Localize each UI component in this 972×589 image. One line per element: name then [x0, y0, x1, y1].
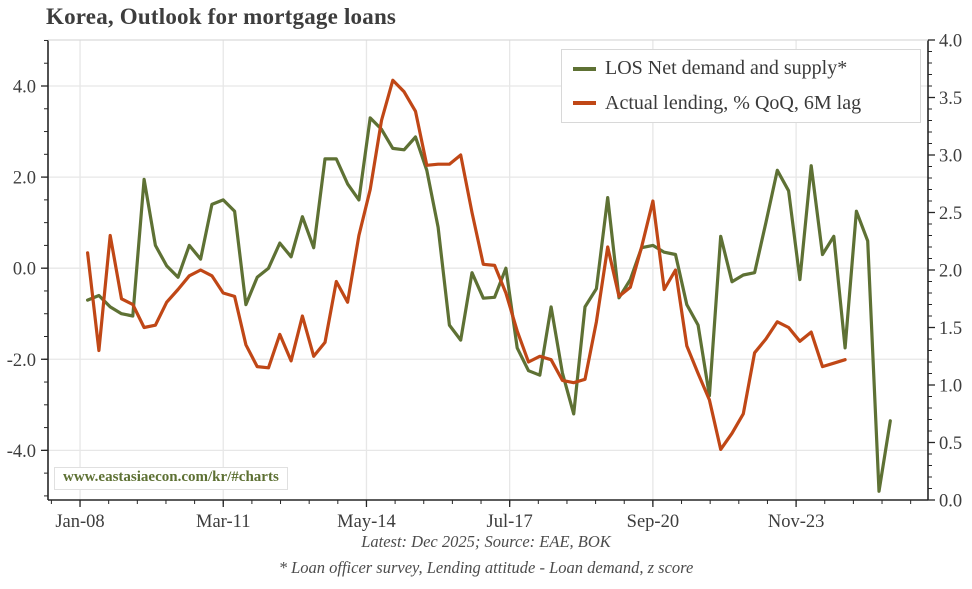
left-axis-tick-label: 4.0 — [13, 78, 36, 98]
right-axis-tick-label: 0.0 — [939, 492, 962, 512]
right-axis-tick-label: 3.5 — [939, 89, 962, 109]
los-line — [85, 116, 892, 493]
x-axis-tick-label: Jul-17 — [487, 512, 533, 532]
page-title: Korea, Outlook for mortgage loans — [46, 4, 397, 29]
right-axis-tick-label: 4.0 — [939, 32, 962, 52]
right-axis-tick-label: 0.5 — [939, 434, 962, 454]
axis-tick-labels: Jan-08 Mar-11 May-14 Jul-17 Sep-20 Nov-23 4.0 2… — [7, 32, 962, 533]
watermark-url: www.eastasiaecon.com/kr/#charts — [54, 467, 288, 490]
x-axis-tick-label: Nov-23 — [768, 512, 825, 532]
lending-line-swatch-icon — [573, 101, 596, 106]
left-axis-tick-label: -2.0 — [7, 351, 36, 371]
source-note: Latest: Dec 2025; Source: EAE, BOK — [361, 532, 611, 551]
legend-item-lending: Actual lending, % QoQ, 6M lag — [573, 87, 920, 119]
legend-item-los: LOS Net demand and supply* — [573, 53, 920, 85]
right-axis-tick-label: 1.0 — [939, 377, 962, 397]
los-line-swatch-icon — [573, 66, 596, 71]
right-axis-tick-label: 3.0 — [939, 147, 962, 167]
legend-label-lending: Actual lending, % QoQ, 6M lag — [605, 91, 862, 114]
right-axis-tick-label: 1.5 — [939, 319, 962, 339]
legend: LOS Net demand and supply* Actual lendin… — [561, 49, 921, 123]
x-axis-tick-label: Jan-08 — [55, 512, 104, 532]
axis-ticks — [41, 39, 935, 507]
right-axis-tick-label: 2.0 — [939, 262, 962, 282]
x-axis-tick-label: Mar-11 — [196, 512, 250, 532]
legend-label-los: LOS Net demand and supply* — [605, 57, 848, 80]
x-axis-tick-label: Sep-20 — [627, 512, 679, 532]
x-axis-tick-label: May-14 — [337, 512, 396, 532]
left-axis-tick-label: -4.0 — [7, 442, 36, 462]
definition-footnote: * Loan officer survey, Lending attitude … — [278, 558, 694, 577]
left-axis-tick-label: 2.0 — [13, 169, 36, 189]
left-axis-tick-label: 0.0 — [13, 260, 36, 280]
right-axis-tick-label: 2.5 — [939, 204, 962, 224]
data-series — [85, 78, 892, 493]
lending-line — [85, 78, 847, 451]
